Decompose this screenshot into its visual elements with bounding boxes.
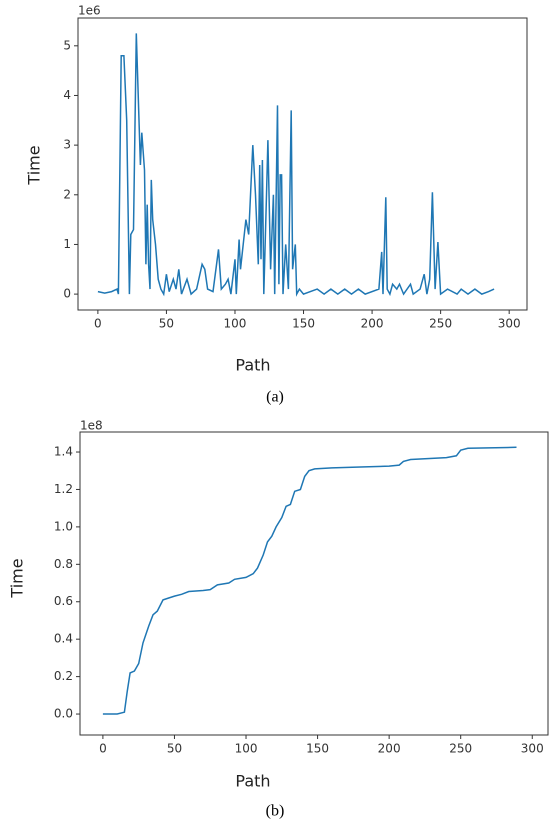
x-tick-label: 150 bbox=[306, 742, 329, 756]
axes-frame bbox=[77, 17, 528, 311]
offset-label: 1e6 bbox=[78, 4, 101, 18]
y-tick-label: 5 bbox=[63, 38, 71, 52]
x-tick-label: 0 bbox=[99, 742, 107, 756]
x-tick-label: 200 bbox=[361, 317, 384, 331]
y-tick-label: 0 bbox=[63, 287, 71, 301]
y-tick-label: 1.2 bbox=[54, 482, 73, 496]
y-tick-label: 2 bbox=[63, 187, 71, 201]
y-tick-label: 1.0 bbox=[54, 519, 73, 533]
caption: (a) bbox=[266, 389, 284, 406]
data-line bbox=[102, 446, 517, 715]
x-tick-label: 0 bbox=[94, 317, 102, 331]
x-tick-label: 50 bbox=[167, 742, 182, 756]
caption: (b) bbox=[266, 803, 285, 820]
y-tick-label: 0.6 bbox=[54, 594, 73, 608]
y-tick-label: 0.2 bbox=[54, 669, 73, 683]
axes-frame bbox=[79, 431, 549, 736]
data-line bbox=[97, 33, 495, 297]
x-tick-label: 200 bbox=[378, 742, 401, 756]
x-tick-label: 50 bbox=[159, 317, 174, 331]
y-tick-label: 0.4 bbox=[54, 632, 73, 646]
x-tick-label: 300 bbox=[521, 742, 544, 756]
y-axis-label: Time bbox=[25, 145, 44, 185]
x-tick-label: 100 bbox=[224, 317, 247, 331]
y-tick-label: 1.4 bbox=[54, 445, 73, 459]
x-axis-label: Path bbox=[235, 772, 270, 791]
y-axis-label: Time bbox=[8, 558, 27, 598]
x-tick-label: 150 bbox=[292, 317, 315, 331]
y-tick-label: 1 bbox=[63, 237, 71, 251]
y-tick-label: 4 bbox=[63, 88, 71, 102]
offset-label: 1e8 bbox=[80, 419, 103, 433]
y-tick-label: 3 bbox=[63, 138, 71, 152]
y-tick-label: 0.8 bbox=[54, 557, 73, 571]
x-axis-label: Path bbox=[235, 356, 270, 375]
x-tick-label: 250 bbox=[449, 742, 472, 756]
y-tick-label: 0.0 bbox=[54, 707, 73, 721]
x-tick-label: 250 bbox=[429, 317, 452, 331]
x-tick-label: 300 bbox=[498, 317, 521, 331]
x-tick-label: 100 bbox=[235, 742, 258, 756]
